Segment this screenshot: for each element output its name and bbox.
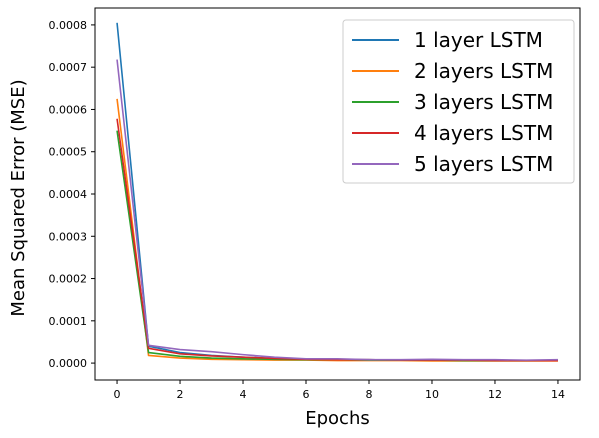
x-tick-label: 12 <box>488 388 502 401</box>
y-tick-label: 0.0002 <box>49 273 88 286</box>
x-tick-label: 2 <box>177 388 184 401</box>
x-tick-label: 14 <box>551 388 565 401</box>
x-axis: 0 2 4 6 8 10 12 14 <box>114 380 565 401</box>
y-tick-label: 0.0008 <box>49 19 88 32</box>
legend-label: 3 layers LSTM <box>414 90 553 114</box>
legend-label: 2 layers LSTM <box>414 59 553 83</box>
legend-label: 1 layer LSTM <box>414 28 543 52</box>
y-axis-label: Mean Squared Error (MSE) <box>8 79 29 316</box>
x-tick-label: 6 <box>303 388 310 401</box>
x-tick-label: 8 <box>365 388 372 401</box>
x-tick-label: 4 <box>240 388 247 401</box>
y-axis: 0.0000 0.0001 0.0002 0.0003 0.0004 0.0005 0.00… <box>49 19 95 370</box>
legend-label: 5 layers LSTM <box>414 152 553 176</box>
y-tick-label: 0.0001 <box>49 315 88 328</box>
x-axis-label: Epochs <box>305 408 370 429</box>
legend-label: 4 layers LSTM <box>414 121 553 145</box>
y-tick-label: 0.0004 <box>49 188 88 201</box>
y-tick-label: 0.0005 <box>49 146 88 159</box>
x-tick-label: 10 <box>425 388 439 401</box>
legend-box <box>342 19 575 184</box>
y-tick-label: 0.0007 <box>49 61 88 74</box>
y-tick-label: 0.0000 <box>49 357 88 370</box>
series-line-5 <box>116 59 558 361</box>
y-tick-label: 0.0003 <box>49 230 88 243</box>
y-tick-label: 0.0006 <box>49 103 88 116</box>
plot-lines <box>116 22 558 362</box>
legend: 1 layer LSTM 2 layers LSTM 3 layers LSTM 4 … <box>342 19 575 184</box>
x-tick-label: 0 <box>114 388 121 401</box>
